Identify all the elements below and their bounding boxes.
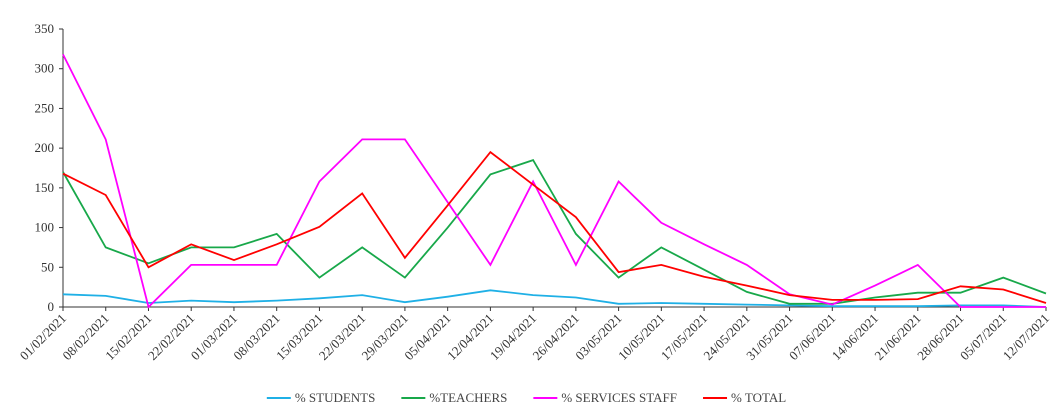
y-tick-label: 0: [48, 299, 55, 314]
legend-label: %TEACHERS: [429, 390, 507, 405]
legend-label: % STUDENTS: [295, 390, 376, 405]
legend-label: % SERVICES STAFF: [561, 390, 677, 405]
series-line: [62, 150, 1047, 304]
y-tick-label: 100: [35, 220, 55, 235]
y-axis: 0 50 100 150 200 250 300 350: [35, 21, 64, 314]
y-tick-label: 200: [35, 140, 55, 155]
series-line: [62, 159, 1047, 305]
series-line: [62, 289, 1047, 308]
y-tick-label: 300: [35, 61, 55, 76]
y-tick-label: 250: [35, 100, 55, 115]
y-tick-label: 150: [35, 180, 55, 195]
series-line: [62, 53, 1046, 309]
series-layer: [62, 53, 1047, 309]
y-tick-label: 350: [35, 21, 55, 36]
y-tick-label: 50: [41, 259, 54, 274]
legend: % STUDENTS %TEACHERS % SERVICES STAFF % TOT…: [266, 390, 786, 405]
legend-label: % TOTAL: [731, 390, 786, 405]
